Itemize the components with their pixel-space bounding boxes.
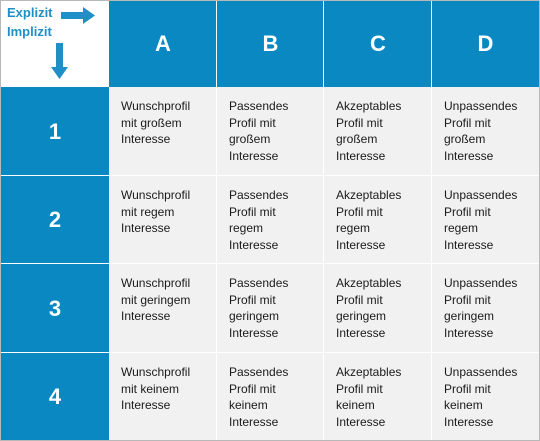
grid-divider-vertical — [323, 1, 324, 440]
cell-c4: Akzeptables Profil mit keinem Interesse — [324, 353, 432, 440]
column-header-d: D — [432, 1, 539, 87]
cell-a4: Wunschprofil mit keinem Interesse — [109, 353, 217, 440]
cell-d1: Unpassendes Profil mit großem Interesse — [432, 87, 539, 176]
explicit-label: Explizit — [7, 5, 53, 20]
cell-c2: Akzeptables Profil mit regem Interesse — [324, 176, 432, 264]
grid-divider-vertical — [431, 1, 432, 440]
row-header-1: 1 — [1, 87, 109, 176]
cell-c1: Akzeptables Profil mit großem Interesse — [324, 87, 432, 176]
column-header-a: A — [109, 1, 217, 87]
row-header-2: 2 — [1, 176, 109, 264]
implicit-label: Implizit — [7, 24, 52, 39]
corner-cell: Explizit Implizit — [1, 1, 109, 87]
cell-a3: Wunschprofil mit geringem Interesse — [109, 264, 217, 353]
grid-divider-horizontal — [1, 352, 539, 353]
row-header-3: 3 — [1, 264, 109, 353]
cell-d4: Unpassendes Profil mit keinem Interesse — [432, 353, 539, 440]
cell-b3: Passendes Profil mit geringem Interesse — [217, 264, 324, 353]
column-header-c: C — [324, 1, 432, 87]
cell-a1: Wunschprofil mit großem Interesse — [109, 87, 217, 176]
cell-a2: Wunschprofil mit regem Interesse — [109, 176, 217, 264]
cell-b2: Passendes Profil mit regem Interesse — [217, 176, 324, 264]
cell-d3: Unpassendes Profil mit geringem Interess… — [432, 264, 539, 353]
arrow-down-icon — [51, 43, 68, 79]
column-header-b: B — [217, 1, 324, 87]
grid-divider-horizontal — [1, 263, 539, 264]
grid-divider-horizontal — [1, 175, 539, 176]
arrow-right-icon — [61, 7, 95, 24]
grid-divider-vertical — [216, 1, 217, 440]
cell-d2: Unpassendes Profil mit regem Interesse — [432, 176, 539, 264]
cell-b4: Passendes Profil mit keinem Interesse — [217, 353, 324, 440]
row-header-4: 4 — [1, 353, 109, 440]
cell-b1: Passendes Profil mit großem Interesse — [217, 87, 324, 176]
cell-c3: Akzeptables Profil mit geringem Interess… — [324, 264, 432, 353]
